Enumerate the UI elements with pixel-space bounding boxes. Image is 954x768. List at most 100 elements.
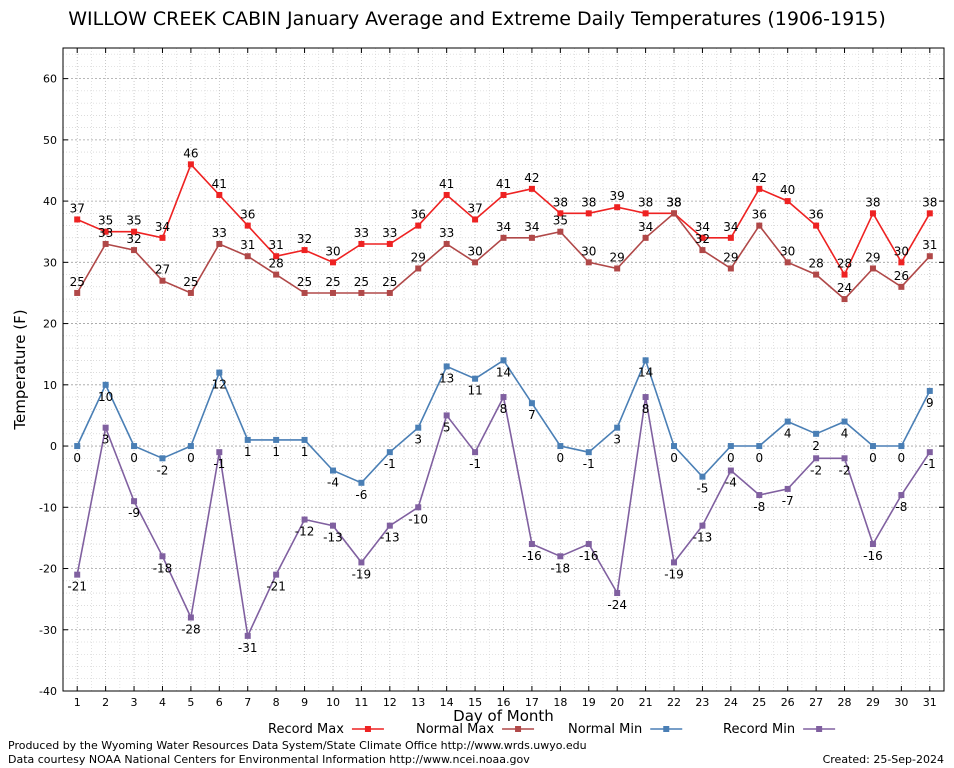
normal-max-point [443,240,450,247]
record-min-point [301,516,308,523]
record-min-point [358,559,365,566]
normal-min-data-label: 7 [528,408,536,422]
normal-min-data-label: 0 [869,451,877,465]
x-tick-label: 8 [273,696,280,709]
normal-max-data-label: 29 [610,250,625,264]
normal-max-data-label: 31 [922,238,937,252]
record-max-point [841,271,848,278]
x-tick-label: 13 [411,696,425,709]
record-min-point [159,553,166,560]
normal-min-data-label: -1 [583,457,595,471]
normal-min-point [528,400,535,407]
record-min-point [131,498,138,505]
normal-min-point [699,473,706,480]
record-max-point [614,204,621,211]
normal-min-point [244,436,251,443]
x-tick-label: 29 [866,696,880,709]
normal-min-data-label: 1 [272,445,280,459]
normal-min-point [614,424,621,431]
record-min-data-label: -8 [753,500,765,514]
record-max-data-label: 38 [922,195,937,209]
record-max-point [926,210,933,217]
record-min-point [926,449,933,456]
record-max-point [358,240,365,247]
record-max-data-label: 34 [723,220,738,234]
normal-max-data-label: 29 [865,250,880,264]
normal-min-point [273,436,280,443]
record-min-data-label: -31 [238,641,258,655]
normal-min-data-label: -1 [384,457,396,471]
record-max-point [813,222,820,229]
normal-max-data-label: 29 [411,250,426,264]
normal-min-data-label: 0 [898,451,906,465]
footer-created: Created: 25-Sep-2024 [822,753,944,766]
x-tick-label: 10 [326,696,340,709]
normal-max-point [102,240,109,247]
normal-min-data-label: 0 [130,451,138,465]
record-max-point [273,253,280,260]
x-tick-label: 12 [383,696,397,709]
normal-min-data-label: 9 [926,396,934,410]
normal-max-point [472,259,479,266]
record-min-point [500,394,507,401]
normal-max-data-label: 30 [467,244,482,258]
record-max-point [756,185,763,192]
footer-credit-1: Produced by the Wyoming Water Resources … [8,739,587,752]
record-max-point [528,185,535,192]
record-min-point [642,394,649,401]
record-max-point [131,228,138,235]
normal-max-data-label: 25 [70,275,85,289]
normal-max-data-label: 26 [894,269,909,283]
x-tick-label: 2 [102,696,109,709]
record-max-data-label: 33 [354,226,369,240]
record-min-data-label: -13 [693,531,713,545]
record-min-data-label: -21 [67,580,87,594]
record-min-data-label: -9 [128,506,140,520]
record-min-data-label: -16 [863,549,883,563]
normal-min-data-label: 10 [98,390,113,404]
legend-marker-record-max [364,726,371,732]
y-axis-label: Temperature (F) [11,309,29,430]
normal-max-point [784,259,791,266]
normal-min-point [216,369,223,376]
record-min-point [756,492,763,499]
normal-min-data-label: 13 [439,371,454,385]
x-tick-label: 31 [923,696,937,709]
record-min-point [273,571,280,578]
record-max-data-label: 31 [269,238,284,252]
normal-min-point [358,479,365,486]
normal-max-data-label: 34 [496,220,511,234]
record-max-point [642,210,649,217]
legend-label-normal-max: Normal Max [416,722,494,737]
x-tick-label: 21 [639,696,653,709]
record-max-data-label: 39 [610,189,625,203]
normal-max-point [557,228,564,235]
normal-max-data-label: 24 [837,281,852,295]
record-max-point [415,222,422,229]
record-min-data-label: -18 [551,561,571,575]
normal-min-data-label: 4 [841,427,849,441]
normal-min-data-label: 2 [812,439,820,453]
normal-max-data-label: 35 [553,214,568,228]
normal-max-point [898,283,905,290]
record-max-data-label: 28 [837,257,852,271]
record-min-data-label: -2 [810,463,822,477]
normal-min-point [415,424,422,431]
x-tick-label: 6 [216,696,223,709]
normal-max-point [216,240,223,247]
y-tick-label: 50 [43,134,57,147]
record-min-data-label: -10 [408,512,428,526]
record-min-point [415,504,422,511]
normal-max-data-label: 31 [240,238,255,252]
normal-min-data-label: 3 [414,433,422,447]
normal-min-data-label: 1 [244,445,252,459]
record-min-data-label: -2 [839,463,851,477]
x-tick-label: 25 [752,696,766,709]
normal-min-point [329,467,336,474]
record-min-data-label: -19 [664,567,684,581]
normal-max-data-label: 30 [581,244,596,258]
normal-min-point [301,436,308,443]
legend-label-normal-min: Normal Min [568,722,642,737]
record-max-point [187,161,194,168]
